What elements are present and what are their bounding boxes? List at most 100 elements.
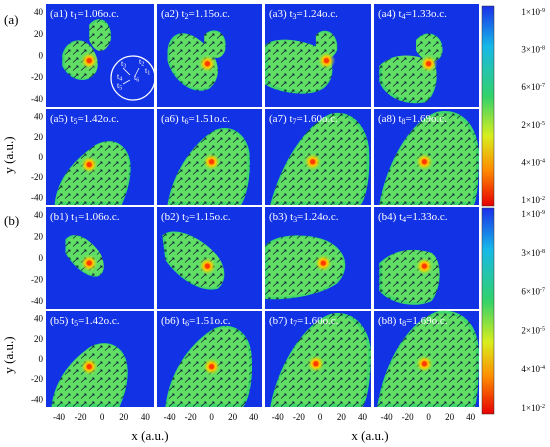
- y-tick-label: 0: [39, 253, 44, 263]
- panel-label-b3: (b3) t3=1.24o.c.: [269, 211, 339, 224]
- y-tick-label: 40: [34, 210, 44, 220]
- panel-label-b8: (b8) t8=1.69o.c.: [378, 315, 448, 328]
- panel-label-b6: (b6) t6=1.51o.c.: [161, 315, 231, 328]
- panel-b8: (b8) t8=1.69o.c.: [374, 310, 479, 407]
- y-tick-label: -40: [31, 296, 43, 306]
- panel-b3: (b3) t3=1.24o.c.: [265, 207, 371, 309]
- x-tick-label: -40: [272, 412, 284, 422]
- x-tick-label: 0: [318, 412, 323, 422]
- colorbar-tick-label: 3×10-8: [521, 248, 545, 258]
- panel-label-a4: (a4) t4=1.33o.c.: [378, 8, 447, 21]
- y-tick-label: -40: [31, 192, 43, 202]
- inset-label-6: t6: [134, 73, 139, 84]
- y-tick-label: 40: [34, 112, 44, 122]
- x-tick-label: 0: [100, 412, 105, 422]
- panel-a6: (a6) t6=1.51o.c.: [157, 109, 262, 205]
- x-tick-label: -40: [381, 412, 393, 422]
- panel-label-b5: (b5) t5=1.42o.c.: [50, 315, 120, 328]
- colorbar-tick-label: 4×10-4: [521, 157, 545, 167]
- panel-label-a3: (a3) t3=1.24o.c.: [269, 8, 338, 21]
- panel-label-a1: (a1) t1=1.06o.c.: [50, 8, 119, 21]
- inset-label-3: t3: [121, 59, 126, 70]
- panel-label-a5: (a5) t5=1.42o.c.: [50, 113, 119, 126]
- panel-label-b2: (b2) t2=1.15o.c.: [161, 211, 231, 224]
- y-tick-label: 0: [39, 354, 44, 364]
- y-tick-label: 40: [34, 7, 44, 17]
- y-tick-label: -40: [31, 94, 43, 104]
- panel-a3: (a3) t3=1.24o.c.: [265, 4, 371, 107]
- x-tick-label: 40: [466, 412, 476, 422]
- x-tick-label: 40: [141, 412, 151, 422]
- group-label-a: (a): [4, 12, 18, 27]
- x-tick-label: -20: [293, 412, 305, 422]
- y-tick-label: 40: [34, 314, 44, 324]
- y-tick-label: 20: [34, 132, 44, 142]
- group-label-b: (b): [4, 213, 19, 228]
- colorbar-b: 1×10-9 3×10-8 6×10-7 2×10-5 4×10-4 1×10-2: [481, 207, 545, 415]
- x-tick-label: 0: [209, 412, 214, 422]
- x-tick-label: -40: [53, 412, 65, 422]
- panel-a2: (a2) t2=1.15o.c.: [157, 4, 262, 107]
- panel-a1: (a1) t1=1.06o.c.: [46, 4, 154, 107]
- x-tick-label: 0: [426, 412, 431, 422]
- panel-a4: (a4) t4=1.33o.c.: [374, 4, 479, 107]
- panel-b2: (b2) t2=1.15o.c.: [157, 207, 262, 309]
- x-tick-label: -40: [164, 412, 176, 422]
- panel-a5: (a5) t5=1.42o.c.: [46, 109, 154, 205]
- colorbar-tick-label: 2×10-5: [521, 325, 545, 335]
- x-tick-label: 20: [119, 412, 129, 422]
- panel-label-b7: (b7) t7=1.60o.c.: [269, 315, 339, 328]
- colorbar-tick-label: 1×10-9: [521, 209, 545, 219]
- inset-label-2: t2: [139, 57, 144, 68]
- panel-b1: (b1) t1=1.06o.c.: [46, 207, 154, 309]
- x-tick-label: -20: [185, 412, 197, 422]
- y-tick-label: 20: [34, 334, 44, 344]
- y-axis-title-a: y (a.u.): [1, 136, 16, 173]
- panel-label-a7: (a7) t7=1.60o.c.: [269, 113, 338, 126]
- colorbar-tick-label: 6×10-7: [521, 82, 545, 92]
- colorbar-tick-label: 2×10-5: [521, 120, 545, 130]
- panel-a7: (a7) t7=1.60o.c.: [265, 109, 371, 205]
- y-tick-label: 20: [34, 232, 44, 242]
- colorbar-a: 1×10-9 3×10-8 6×10-7 2×10-5 4×10-4 1×10-2: [481, 5, 545, 207]
- panel-a8: (a8) t8=1.69o.c.: [374, 109, 479, 205]
- panel-label-b1: (b1) t1=1.06o.c.: [50, 211, 120, 224]
- y-tick-label: -20: [31, 374, 43, 384]
- x-axis-title-right: x (a.u.): [351, 428, 388, 443]
- inset-label-4: t4: [117, 72, 122, 83]
- colorbar-tick-label: 1×10-9: [521, 7, 545, 17]
- y-tick-label: 0: [39, 152, 44, 162]
- x-tick-label: -20: [75, 412, 87, 422]
- y-tick-label: -20: [31, 72, 43, 82]
- colorbar-gradient: [481, 207, 495, 415]
- y-tick-label: 0: [39, 51, 44, 61]
- panel-label-a2: (a2) t2=1.15o.c.: [161, 8, 230, 21]
- panel-b6: (b6) t6=1.51o.c.: [157, 311, 262, 407]
- x-axis-title-left: x (a.u.): [131, 428, 168, 443]
- colorbar-tick-label: 6×10-7: [521, 287, 545, 297]
- y-tick-label: -20: [31, 274, 43, 284]
- y-axis-title-b: y (a.u.): [1, 336, 16, 373]
- inset-label-1: t1: [145, 66, 150, 77]
- x-tick-label: 40: [358, 412, 368, 422]
- x-tick-label: 20: [445, 412, 455, 422]
- panel-label-b4: (b4) t4=1.33o.c.: [378, 211, 448, 224]
- panel-label-a6: (a6) t6=1.51o.c.: [161, 113, 230, 126]
- panel-b7: (b7) t7=1.60o.c.: [265, 311, 371, 407]
- colorbar-tick-label: 1×10-2: [521, 195, 545, 205]
- panel-label-a8: (a8) t8=1.69o.c.: [378, 113, 447, 126]
- panel-b5: (b5) t5=1.42o.c.: [46, 311, 154, 407]
- panel-b4: (b4) t4=1.33o.c.: [374, 207, 479, 309]
- y-tick-label: 20: [34, 29, 44, 39]
- x-tick-label: 20: [228, 412, 238, 422]
- x-tick-label: -20: [402, 412, 414, 422]
- x-tick-label: 40: [249, 412, 259, 422]
- colorbar-tick-label: 4×10-4: [521, 364, 545, 374]
- colorbar-tick-label: 3×10-8: [521, 45, 545, 55]
- colorbar-tick-label: 1×10-2: [521, 403, 545, 413]
- x-tick-label: 20: [337, 412, 347, 422]
- y-tick-label: -20: [31, 172, 43, 182]
- inset-label-5: t5: [117, 81, 122, 92]
